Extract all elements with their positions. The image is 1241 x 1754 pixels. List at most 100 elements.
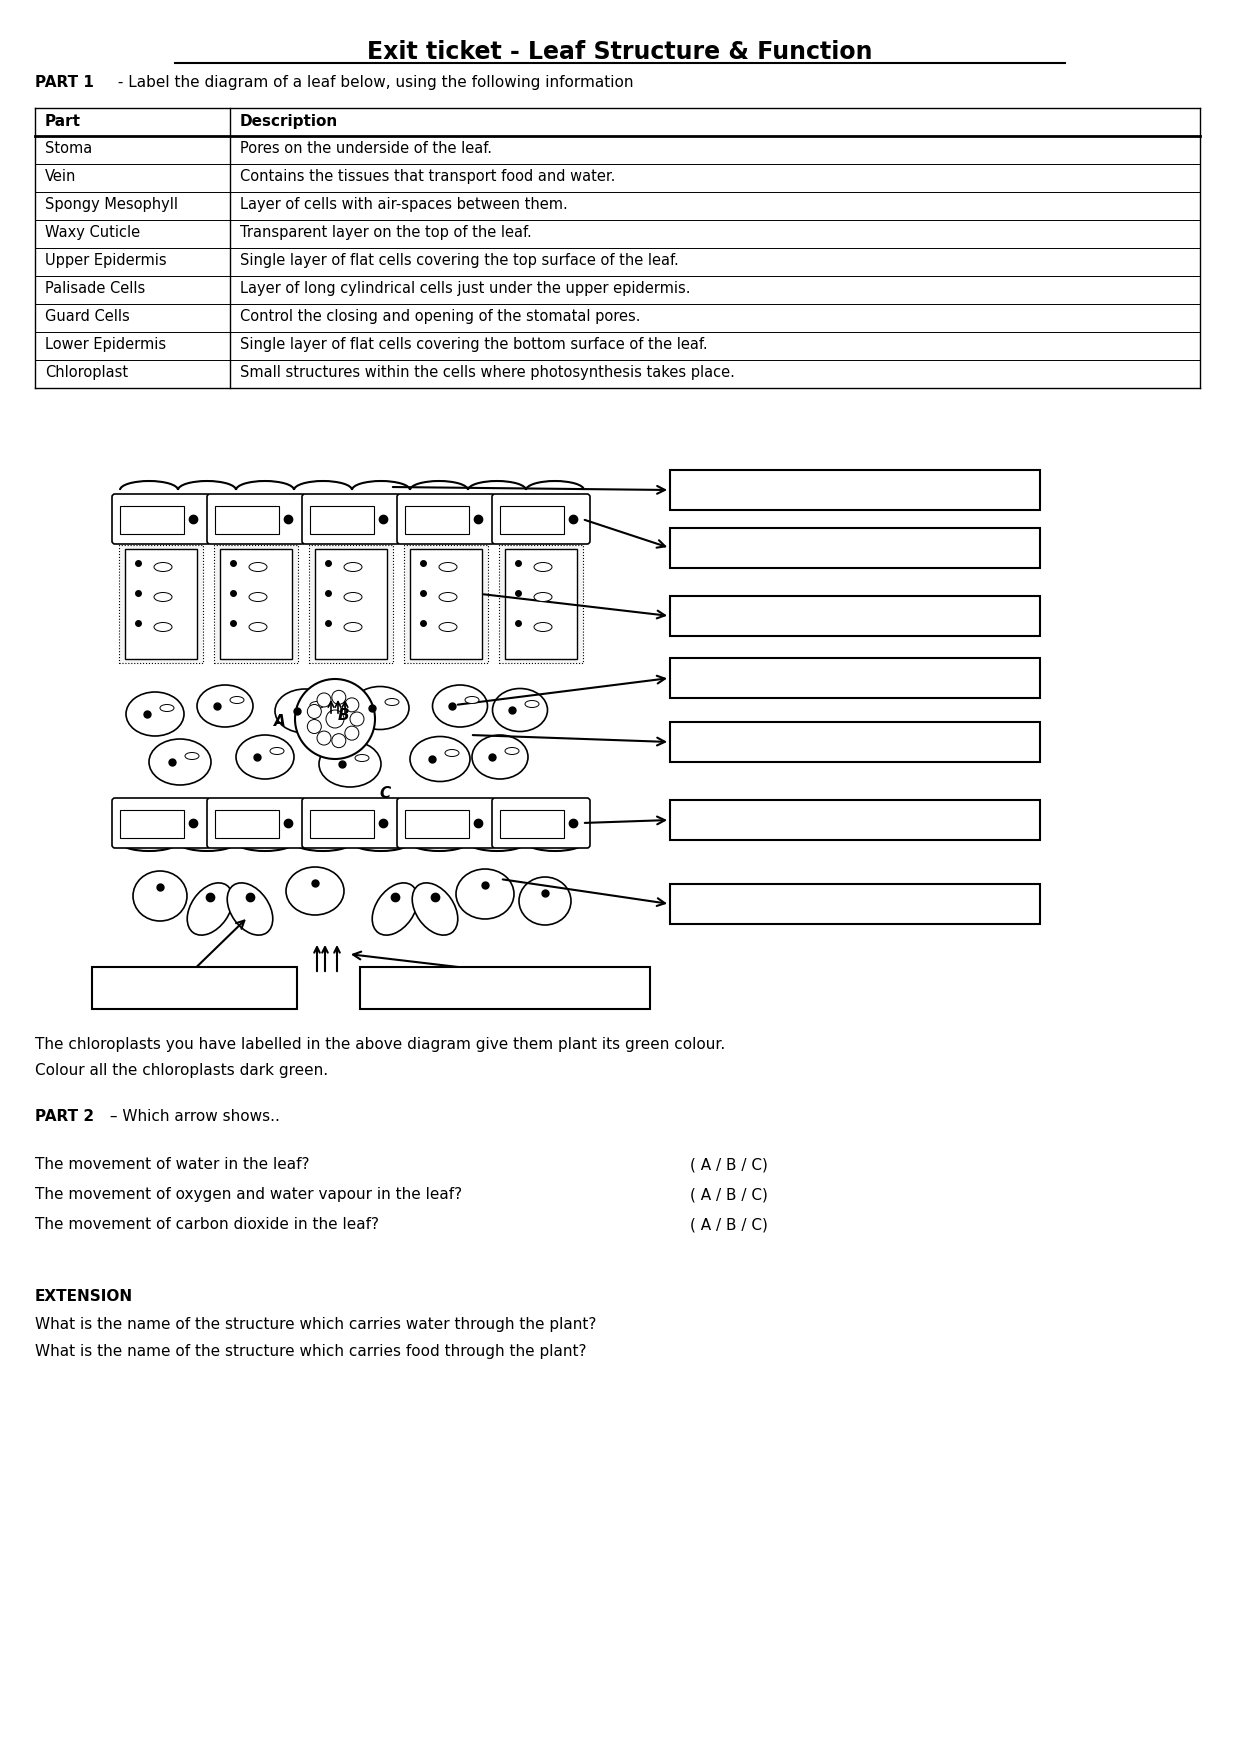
FancyBboxPatch shape xyxy=(491,495,589,544)
Bar xyxy=(215,505,279,533)
Text: Chloroplast: Chloroplast xyxy=(45,365,128,381)
Text: EXTENSION: EXTENSION xyxy=(35,1289,133,1303)
Ellipse shape xyxy=(185,752,199,759)
Text: Colour all the chloroplasts dark green.: Colour all the chloroplasts dark green. xyxy=(35,1063,328,1079)
Ellipse shape xyxy=(154,563,172,572)
Bar xyxy=(360,966,650,1009)
Circle shape xyxy=(350,712,364,726)
Text: Vein: Vein xyxy=(45,168,77,184)
Ellipse shape xyxy=(455,868,514,919)
Text: The movement of water in the leaf?: The movement of water in the leaf? xyxy=(35,1158,309,1172)
Ellipse shape xyxy=(344,593,362,602)
Text: Part: Part xyxy=(45,114,81,130)
Text: Stoma: Stoma xyxy=(45,140,92,156)
Ellipse shape xyxy=(385,698,400,705)
Text: The movement of oxygen and water vapour in the leaf?: The movement of oxygen and water vapour … xyxy=(35,1187,462,1201)
Ellipse shape xyxy=(534,623,552,631)
Text: Layer of cells with air-spaces between them.: Layer of cells with air-spaces between t… xyxy=(240,196,567,212)
Ellipse shape xyxy=(236,735,294,779)
Text: ( A / B / C): ( A / B / C) xyxy=(690,1187,768,1201)
Text: Small structures within the cells where photosynthesis takes place.: Small structures within the cells where … xyxy=(240,365,735,381)
Bar xyxy=(505,549,577,660)
Bar xyxy=(315,549,387,660)
Ellipse shape xyxy=(525,700,539,707)
Ellipse shape xyxy=(227,882,273,935)
Ellipse shape xyxy=(446,749,459,756)
Text: ( A / B / C): ( A / B / C) xyxy=(690,1217,768,1231)
Text: What is the name of the structure which carries water through the plant?: What is the name of the structure which … xyxy=(35,1317,597,1331)
Ellipse shape xyxy=(149,738,211,786)
Circle shape xyxy=(345,726,359,740)
Ellipse shape xyxy=(319,740,381,788)
Ellipse shape xyxy=(160,705,174,712)
Circle shape xyxy=(345,698,359,712)
Bar xyxy=(213,545,298,663)
Circle shape xyxy=(308,719,321,733)
Text: Guard Cells: Guard Cells xyxy=(45,309,130,324)
Text: ( A / B / C): ( A / B / C) xyxy=(690,1158,768,1172)
Ellipse shape xyxy=(271,747,284,754)
Ellipse shape xyxy=(154,623,172,631)
FancyBboxPatch shape xyxy=(112,495,210,544)
Circle shape xyxy=(316,731,331,745)
Text: What is the name of the structure which carries food through the plant?: What is the name of the structure which … xyxy=(35,1344,587,1359)
FancyBboxPatch shape xyxy=(491,798,589,847)
Text: Upper Epidermis: Upper Epidermis xyxy=(45,253,166,268)
Bar xyxy=(405,810,469,838)
Text: B: B xyxy=(338,709,349,723)
Ellipse shape xyxy=(439,623,457,631)
FancyBboxPatch shape xyxy=(207,798,305,847)
Text: Single layer of flat cells covering the bottom surface of the leaf.: Single layer of flat cells covering the … xyxy=(240,337,707,353)
Ellipse shape xyxy=(465,696,479,703)
Text: Lower Epidermis: Lower Epidermis xyxy=(45,337,166,353)
Text: C: C xyxy=(380,786,391,802)
Ellipse shape xyxy=(276,689,335,733)
Ellipse shape xyxy=(344,563,362,572)
Ellipse shape xyxy=(410,737,470,782)
Bar xyxy=(670,470,1040,510)
Ellipse shape xyxy=(472,735,527,779)
Text: – Which arrow shows..: – Which arrow shows.. xyxy=(105,1109,280,1124)
Ellipse shape xyxy=(285,866,344,916)
Bar xyxy=(499,545,583,663)
Ellipse shape xyxy=(493,689,547,731)
Ellipse shape xyxy=(230,696,244,703)
Ellipse shape xyxy=(372,882,418,935)
Bar xyxy=(410,549,482,660)
Text: Description: Description xyxy=(240,114,339,130)
Ellipse shape xyxy=(534,593,552,602)
Ellipse shape xyxy=(439,593,457,602)
Bar xyxy=(120,505,184,533)
Bar xyxy=(220,549,292,660)
Ellipse shape xyxy=(133,872,187,921)
Text: Control the closing and opening of the stomatal pores.: Control the closing and opening of the s… xyxy=(240,309,640,324)
Circle shape xyxy=(308,705,321,719)
Text: Spongy Mesophyll: Spongy Mesophyll xyxy=(45,196,177,212)
Ellipse shape xyxy=(351,686,410,730)
FancyBboxPatch shape xyxy=(302,495,400,544)
Bar xyxy=(215,810,279,838)
Ellipse shape xyxy=(187,882,233,935)
FancyBboxPatch shape xyxy=(207,495,305,544)
Text: Waxy Cuticle: Waxy Cuticle xyxy=(45,225,140,240)
Bar xyxy=(670,596,1040,637)
Text: PART 1: PART 1 xyxy=(35,75,94,89)
Text: Palisade Cells: Palisade Cells xyxy=(45,281,145,296)
Bar xyxy=(120,810,184,838)
Bar xyxy=(670,884,1040,924)
Text: Layer of long cylindrical cells just under the upper epidermis.: Layer of long cylindrical cells just und… xyxy=(240,281,690,296)
Text: Transparent layer on the top of the leaf.: Transparent layer on the top of the leaf… xyxy=(240,225,531,240)
Ellipse shape xyxy=(534,563,552,572)
Bar xyxy=(670,528,1040,568)
Bar xyxy=(500,810,563,838)
Bar xyxy=(310,810,374,838)
Ellipse shape xyxy=(249,623,267,631)
Bar xyxy=(310,505,374,533)
Circle shape xyxy=(331,733,346,747)
Bar xyxy=(670,723,1040,761)
Bar xyxy=(405,505,469,533)
Circle shape xyxy=(316,693,331,707)
Bar xyxy=(125,549,197,660)
Text: Pores on the underside of the leaf.: Pores on the underside of the leaf. xyxy=(240,140,491,156)
Ellipse shape xyxy=(505,747,519,754)
